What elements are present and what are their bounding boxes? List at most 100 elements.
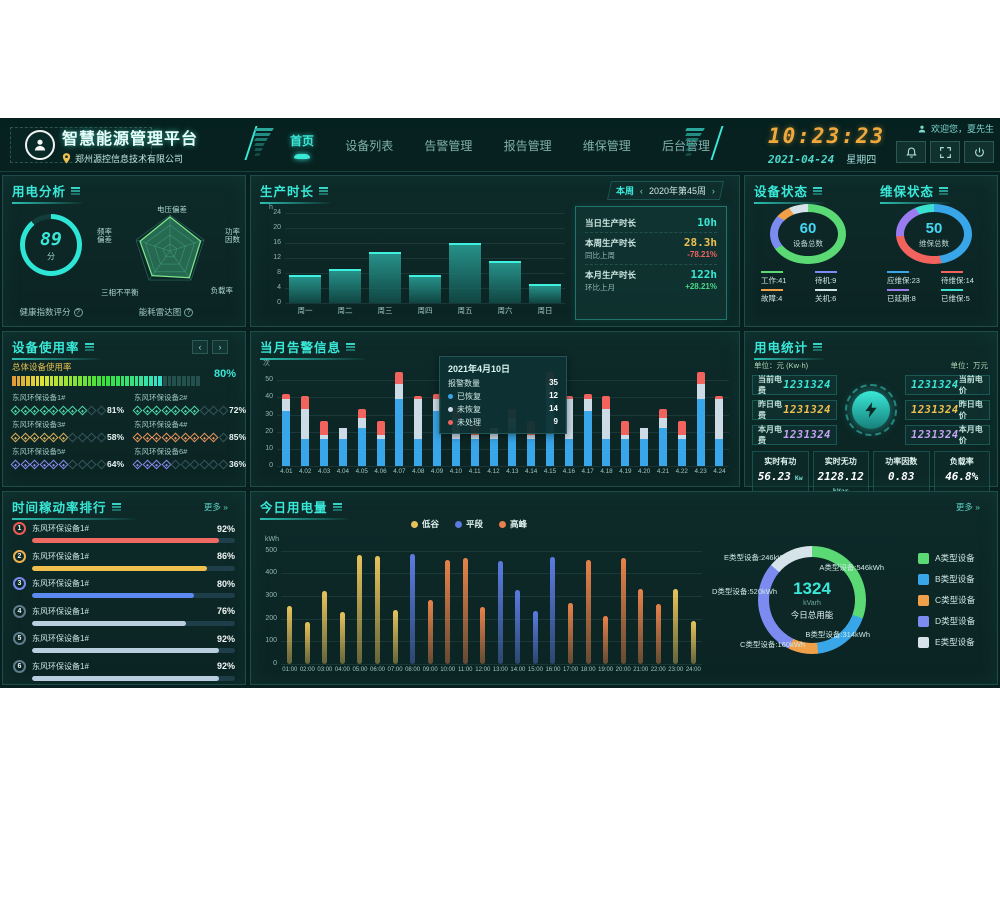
nav-item-label: 设备列表 [345,138,394,153]
x-tick-label: 4.11 [468,468,481,475]
x-tick-label: 19:00 [598,667,614,673]
stacked-bar [715,370,724,466]
more-link[interactable]: 更多 » [955,501,980,512]
device-type-legend: A类型设备 B类型设备 C类型设备 D类型设备 E类型设备 [918,518,985,682]
usage-segment [120,376,125,386]
type-legend-label: B类型设备 [935,574,975,584]
bar-segment [715,438,724,466]
y-tick-label: 50 [265,376,273,384]
bar-segment [338,428,347,439]
panel-status: 设备状态 60 设备总数 工作:41 待机:9 故障:4 关机:6 维保状态 [744,175,998,327]
panel-title: 设备状态 [754,181,825,204]
help-icon[interactable] [184,307,194,317]
diamond-icon [96,432,106,442]
diamond-icon [96,405,106,415]
bar-segment [338,438,347,466]
alarm-bell-button[interactable] [896,141,926,163]
divider-decoration [254,128,274,156]
ranking-row: 3 东风环保设备1# 80% [13,577,235,598]
user-icon [918,125,926,132]
cell-value: 0.83 [888,470,915,483]
donut-callout-label: C类型设备:160kWh [740,640,806,649]
legend-square-icon [918,552,929,564]
usage-segment [59,376,63,386]
power-button[interactable] [964,141,994,163]
band-legend-label: 高峰 [510,519,528,529]
bar-segment [320,421,329,436]
panel-device-usage: 设备使用率 总体设备使用率 80% 东风环保设备1# 81% 东风环保设备2# 72%… [2,331,246,487]
stacked-bar [414,370,423,466]
diamond-icon [208,405,219,415]
x-tick-label: 4.19 [619,468,632,475]
legend-square-icon [918,594,929,606]
legend-label: 关机:6 [815,294,837,303]
bar-segment [433,411,442,466]
diamond-icon [86,459,97,469]
x-tick-label: 10:00 [440,667,456,673]
legend-item: 应维保:23 [887,271,927,286]
panel-title-icon [813,186,823,195]
bar [287,606,293,664]
nav-item[interactable]: 首页 [290,132,314,159]
fullscreen-button[interactable] [930,141,960,163]
radar-axis-label: 频率偏差 [97,227,112,245]
stacked-bar [640,370,649,466]
page-next-button[interactable] [212,339,228,354]
ranking-bar-fill [32,538,219,543]
week-selector: 本周 ‹ 2020年第45周 › [606,181,725,200]
usage-segment [73,376,78,386]
diamond-icon [67,459,78,469]
nav-item[interactable]: 报告管理 [504,137,552,154]
device-name: 东风环保设备4# [134,420,188,429]
bar-segment [621,421,630,436]
stat-label: 本月生产时长 [585,269,637,280]
overall-usage-label: 总体设备使用率 [12,362,72,372]
nav-item[interactable]: 维保管理 [583,137,631,154]
x-tick-label: 15:00 [527,667,543,673]
stacked-bar [357,370,366,466]
more-link[interactable]: 更多 » [203,501,228,512]
nav-item[interactable]: 告警管理 [424,137,472,154]
x-tick-label: 周一 [297,306,313,315]
band-legend-item: 平段 [455,518,483,530]
usage-segment [63,376,68,386]
y-tick-label: 100 [265,637,277,645]
nav-item[interactable]: 设备列表 [345,137,393,154]
x-tick-label: 4.07 [393,468,406,475]
maintenance-status-donut: 50 维保总数 [896,204,972,264]
bar-segment [376,438,385,466]
today-energy-donut: 1324 kVarh 今日总用能 A类型设备:546kWh B类型设备:314kW… [706,518,918,682]
bar-segment [715,395,724,400]
page-prev-button[interactable] [192,339,208,354]
legend-square-icon [918,636,929,648]
diamond-icon [170,405,181,415]
panel-title: 用电分析 [12,181,83,204]
panel-today-power: 今日用电量 更多 » 低谷 平段 高峰 kWh 0 100 200 300 400 500 0… [250,491,998,685]
device-usage-value: 58% [107,432,125,442]
ranking-bar-fill [32,620,187,626]
diamond-icon [48,405,59,415]
week-label[interactable]: 2020年第45周 [648,186,706,196]
stacked-bar [395,370,404,466]
tab-current-week[interactable]: 本周 [615,186,634,196]
x-tick-label: 05:00 [352,667,368,673]
help-icon[interactable] [73,307,83,317]
cell-value: 46.8% [945,470,979,483]
bar-segment [357,418,366,429]
usage-segment [167,376,172,386]
power-stat-box: 当前电费 1231324 [752,375,837,395]
ranking-value: 86% [216,551,235,561]
chevron-right-icon[interactable]: › [712,185,715,196]
band-legend-label: 平段 [466,519,484,529]
ranking-value: 92% [216,523,235,534]
health-gauge: 89 分 [20,214,82,276]
bar-segment [376,435,385,439]
usage-segment [196,376,200,386]
stacked-bar [320,370,329,466]
cell-label: 负载率 [949,457,974,466]
chevron-left-icon[interactable]: ‹ [639,185,643,196]
bar [445,559,451,664]
x-tick-label: 13:00 [492,667,508,673]
x-tick-label: 4.06 [374,468,387,475]
panel-title: 用电统计 [754,337,825,360]
